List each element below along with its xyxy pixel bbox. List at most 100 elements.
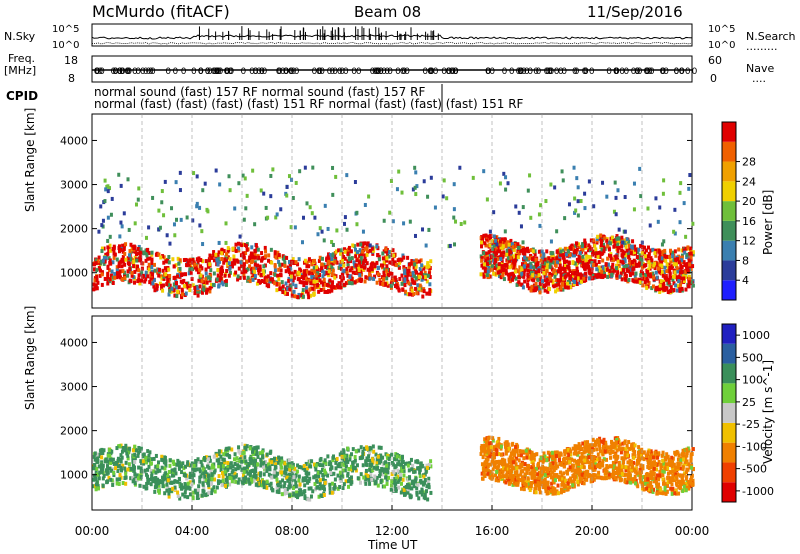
scatter-cell bbox=[142, 484, 146, 489]
scatter-cell bbox=[397, 453, 401, 458]
scatter-cell bbox=[586, 254, 590, 259]
scatter-cell bbox=[334, 466, 338, 471]
scatter-cell bbox=[106, 189, 110, 194]
scatter-cell bbox=[274, 471, 278, 476]
scatter-cell bbox=[368, 272, 372, 277]
scatter-cell bbox=[522, 274, 526, 279]
scatter-cell bbox=[176, 256, 180, 261]
scatter-cell bbox=[308, 278, 312, 283]
scatter-cell bbox=[220, 251, 224, 256]
scatter-cell bbox=[561, 281, 565, 286]
scatter-cell bbox=[411, 187, 415, 192]
scatter-cell bbox=[311, 271, 315, 276]
scatter-cell bbox=[538, 277, 542, 282]
scatter-cell bbox=[685, 264, 689, 269]
scatter-cell bbox=[328, 482, 332, 487]
scatter-cell bbox=[306, 466, 310, 471]
freq-mark: 0 bbox=[216, 67, 222, 77]
scatter-cell bbox=[600, 251, 604, 256]
scatter-cell bbox=[586, 263, 590, 268]
scatter-cell bbox=[588, 245, 592, 250]
scatter-cell bbox=[517, 245, 521, 250]
scatter-cell bbox=[171, 471, 175, 476]
scatter-cell bbox=[507, 276, 511, 281]
scatter-cell bbox=[234, 474, 238, 479]
scatter-cell bbox=[372, 248, 376, 253]
scatter-cell bbox=[269, 481, 273, 486]
scatter-cell bbox=[167, 267, 171, 272]
scatter-cell bbox=[182, 466, 186, 471]
scatter-cell bbox=[251, 259, 255, 264]
scatter-cell bbox=[338, 484, 342, 489]
scatter-cell bbox=[341, 276, 345, 281]
scatter-cell bbox=[644, 248, 648, 253]
scatter-cell bbox=[242, 267, 246, 272]
scatter-cell bbox=[520, 282, 524, 287]
scatter-cell bbox=[184, 272, 188, 277]
scatter-cell bbox=[256, 445, 260, 450]
scatter-cell bbox=[261, 461, 265, 466]
scatter-cell bbox=[639, 243, 643, 248]
scatter-cell bbox=[480, 240, 484, 245]
scatter-cell bbox=[585, 265, 589, 270]
scatter-cell bbox=[562, 260, 566, 265]
scatter-cell bbox=[106, 245, 110, 250]
scatter-cell bbox=[499, 251, 503, 256]
freq-mark: 0 bbox=[427, 67, 433, 77]
scatter-cell bbox=[383, 281, 387, 286]
scatter-cell bbox=[601, 258, 605, 263]
scatter-cell bbox=[643, 254, 647, 259]
scatter-cell bbox=[587, 179, 591, 184]
scatter-cell bbox=[521, 240, 525, 245]
scatter-cell bbox=[260, 251, 264, 256]
scatter-cell bbox=[252, 266, 256, 271]
scatter-cell bbox=[654, 270, 658, 275]
scatter-cell bbox=[342, 263, 346, 268]
scatter-cell bbox=[297, 277, 301, 282]
scatter-cell bbox=[258, 482, 262, 487]
freq-mark: 0 bbox=[253, 67, 259, 77]
scatter-cell bbox=[280, 492, 284, 497]
scatter-cell bbox=[195, 201, 199, 206]
scatter-cell bbox=[359, 445, 363, 450]
scatter-cell bbox=[691, 478, 695, 483]
scatter-cell bbox=[129, 257, 133, 262]
y-tick-label: 3000 bbox=[60, 179, 88, 192]
scatter-cell bbox=[631, 239, 635, 244]
scatter-cell bbox=[324, 461, 328, 466]
scatter-cell bbox=[132, 264, 136, 269]
scatter-cell bbox=[241, 173, 245, 178]
scatter-cell bbox=[337, 281, 341, 286]
scatter-cell bbox=[212, 454, 216, 459]
scatter-cell bbox=[287, 267, 291, 272]
freq-mark: 0 bbox=[381, 67, 387, 77]
freq-mark: 0 bbox=[259, 67, 265, 77]
scatter-cell bbox=[642, 457, 646, 462]
scatter-cell bbox=[359, 472, 363, 477]
scatter-cell bbox=[250, 266, 254, 271]
scatter-cell bbox=[498, 239, 502, 244]
scatter-cell bbox=[300, 293, 304, 298]
scatter-cell bbox=[683, 250, 687, 255]
scatter-cell bbox=[532, 265, 536, 270]
scatter-cell bbox=[121, 243, 125, 248]
scatter-cell bbox=[583, 238, 587, 243]
scatter-cell bbox=[188, 267, 192, 272]
scatter-cell bbox=[394, 452, 398, 457]
scatter-cell bbox=[212, 485, 216, 490]
scatter-cell bbox=[219, 449, 223, 454]
scatter-cell bbox=[485, 267, 489, 272]
noise-left-tick-bottom: 10^0 bbox=[52, 40, 79, 51]
scatter-cell bbox=[503, 262, 507, 267]
scatter-cell bbox=[167, 255, 171, 260]
scatter-cell bbox=[347, 257, 351, 262]
freq-mark: 0 bbox=[343, 67, 349, 77]
scatter-cell bbox=[583, 266, 587, 271]
scatter-cell bbox=[414, 276, 418, 281]
scatter-cell bbox=[429, 259, 433, 264]
freq-mark: 0 bbox=[126, 67, 132, 77]
scatter-cell bbox=[572, 165, 576, 170]
scatter-cell bbox=[375, 457, 379, 462]
scatter-cell bbox=[233, 462, 237, 467]
scatter-cell bbox=[225, 482, 229, 487]
